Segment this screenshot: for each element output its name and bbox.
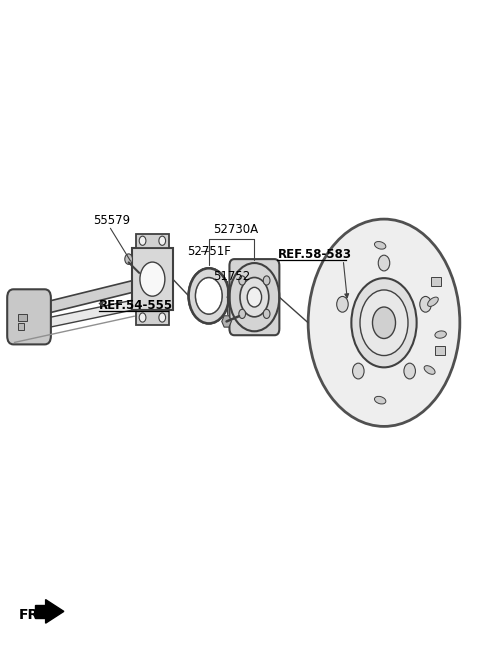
Bar — [35, 605, 46, 618]
FancyBboxPatch shape — [7, 289, 51, 344]
Ellipse shape — [374, 396, 386, 404]
Polygon shape — [308, 219, 460, 426]
Circle shape — [247, 287, 262, 307]
Circle shape — [336, 297, 348, 312]
Circle shape — [353, 363, 364, 379]
Polygon shape — [136, 310, 169, 325]
Polygon shape — [136, 234, 169, 248]
Circle shape — [140, 262, 165, 296]
FancyBboxPatch shape — [435, 346, 445, 355]
Circle shape — [139, 236, 146, 245]
Ellipse shape — [424, 365, 435, 375]
Circle shape — [125, 254, 132, 264]
Text: FR.: FR. — [19, 608, 45, 623]
Circle shape — [239, 309, 246, 318]
Text: 55579: 55579 — [94, 214, 131, 227]
Circle shape — [404, 363, 415, 379]
Polygon shape — [46, 600, 64, 623]
Ellipse shape — [374, 241, 386, 249]
Circle shape — [240, 277, 269, 317]
Polygon shape — [14, 300, 134, 335]
Circle shape — [263, 309, 270, 318]
Circle shape — [139, 313, 146, 322]
FancyBboxPatch shape — [229, 259, 279, 335]
Text: 52751F: 52751F — [187, 245, 231, 258]
Circle shape — [378, 255, 390, 271]
Text: REF.54-555: REF.54-555 — [99, 299, 173, 312]
FancyBboxPatch shape — [431, 277, 441, 286]
Polygon shape — [14, 280, 134, 321]
Circle shape — [351, 278, 417, 367]
Circle shape — [372, 307, 396, 338]
Text: 52730A: 52730A — [214, 223, 259, 236]
Bar — [18, 314, 27, 321]
Polygon shape — [189, 268, 229, 323]
Circle shape — [159, 313, 166, 322]
Text: REF.58-583: REF.58-583 — [277, 248, 351, 261]
Ellipse shape — [435, 331, 446, 338]
Bar — [18, 323, 24, 330]
Circle shape — [263, 276, 270, 285]
Circle shape — [360, 290, 408, 356]
Ellipse shape — [428, 297, 438, 306]
Bar — [132, 248, 173, 310]
Text: 51752: 51752 — [214, 270, 251, 283]
Circle shape — [159, 236, 166, 245]
Circle shape — [420, 297, 432, 312]
Circle shape — [239, 276, 246, 285]
